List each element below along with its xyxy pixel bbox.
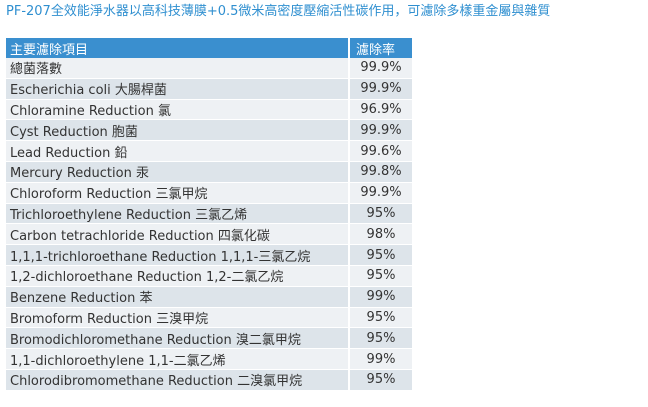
rate-cell: 95% <box>349 265 412 287</box>
item-cell: Chloroform Reduction 三氯甲烷 <box>6 182 350 204</box>
item-cell: Benzene Reduction 苯 <box>6 286 350 308</box>
item-cell: Escherichia coli 大腸桿菌 <box>6 78 350 100</box>
rate-cell: 99.9% <box>349 182 412 204</box>
rate-cell: 99.9% <box>349 58 412 79</box>
table-row: Chloramine Reduction 氯 96.9% <box>6 99 412 121</box>
rate-cell: 99% <box>349 348 412 370</box>
filtration-table: 主要濾除項目 濾除率 總菌落數 99.9% Escherichia coli 大… <box>6 38 412 391</box>
item-cell: 1,2-dichloroethane Reduction 1,2-二氯乙烷 <box>6 265 350 287</box>
rate-cell: 99.8% <box>349 161 412 183</box>
item-cell: 總菌落數 <box>6 58 350 79</box>
item-cell: Lead Reduction 鉛 <box>6 140 350 162</box>
item-cell: Trichloroethylene Reduction 三氯乙烯 <box>6 203 350 225</box>
table-row: Carbon tetrachloride Reduction 四氯化碳 98% <box>6 223 412 246</box>
table-row: Chlorodibromomethane Reduction 二溴氯甲烷 95% <box>6 369 412 391</box>
rate-cell: 99.9% <box>349 78 412 100</box>
item-cell: Mercury Reduction 汞 <box>6 161 350 183</box>
rate-cell: 95% <box>349 327 412 350</box>
item-cell: Bromodichloromethane Reduction 溴二氯甲烷 <box>6 327 350 350</box>
table-header-row: 主要濾除項目 濾除率 <box>6 38 412 58</box>
table-row: Trichloroethylene Reduction 三氯乙烯 95% <box>6 203 412 225</box>
table-row: Bromoform Reduction 三溴甲烷 95% <box>6 307 412 329</box>
item-cell: Bromoform Reduction 三溴甲烷 <box>6 307 350 329</box>
table-row: 1,2-dichloroethane Reduction 1,2-二氯乙烷 95… <box>6 265 412 287</box>
item-cell: 1,1,1-trichloroethane Reduction 1,1,1-三氯… <box>6 244 350 266</box>
table-row: 1,1,1-trichloroethane Reduction 1,1,1-三氯… <box>6 244 412 266</box>
table-row: Escherichia coli 大腸桿菌 99.9% <box>6 78 412 100</box>
rate-cell: 95% <box>349 244 412 266</box>
item-cell: 1,1-dichloroethylene 1,1-二氯乙烯 <box>6 348 350 370</box>
table-row: Bromodichloromethane Reduction 溴二氯甲烷 95% <box>6 327 412 350</box>
table-row: Benzene Reduction 苯 99% <box>6 286 412 308</box>
rate-cell: 99.6% <box>349 140 412 162</box>
table-row: 1,1-dichloroethylene 1,1-二氯乙烯 99% <box>6 348 412 370</box>
item-cell: Chlorodibromomethane Reduction 二溴氯甲烷 <box>6 369 350 391</box>
rate-cell: 95% <box>349 203 412 225</box>
rate-cell: 98% <box>349 223 412 246</box>
table-row: Chloroform Reduction 三氯甲烷 99.9% <box>6 182 412 204</box>
table-row: Lead Reduction 鉛 99.6% <box>6 140 412 162</box>
page-title: PF-207全效能淨水器以高科技薄膜+0.5微米高密度壓縮活性碳作用，可濾除多樣… <box>6 4 551 19</box>
header-rate: 濾除率 <box>349 38 412 58</box>
rate-cell: 96.9% <box>349 99 412 121</box>
item-cell: Cyst Reduction 胞菌 <box>6 119 350 142</box>
rate-cell: 99% <box>349 286 412 308</box>
rate-cell: 95% <box>349 307 412 329</box>
item-cell: Chloramine Reduction 氯 <box>6 99 350 121</box>
table-row: 總菌落數 99.9% <box>6 58 412 79</box>
header-item: 主要濾除項目 <box>6 38 350 58</box>
item-cell: Carbon tetrachloride Reduction 四氯化碳 <box>6 223 350 246</box>
table-row: Cyst Reduction 胞菌 99.9% <box>6 119 412 142</box>
rate-cell: 95% <box>349 369 412 391</box>
rate-cell: 99.9% <box>349 119 412 142</box>
table-row: Mercury Reduction 汞 99.8% <box>6 161 412 183</box>
